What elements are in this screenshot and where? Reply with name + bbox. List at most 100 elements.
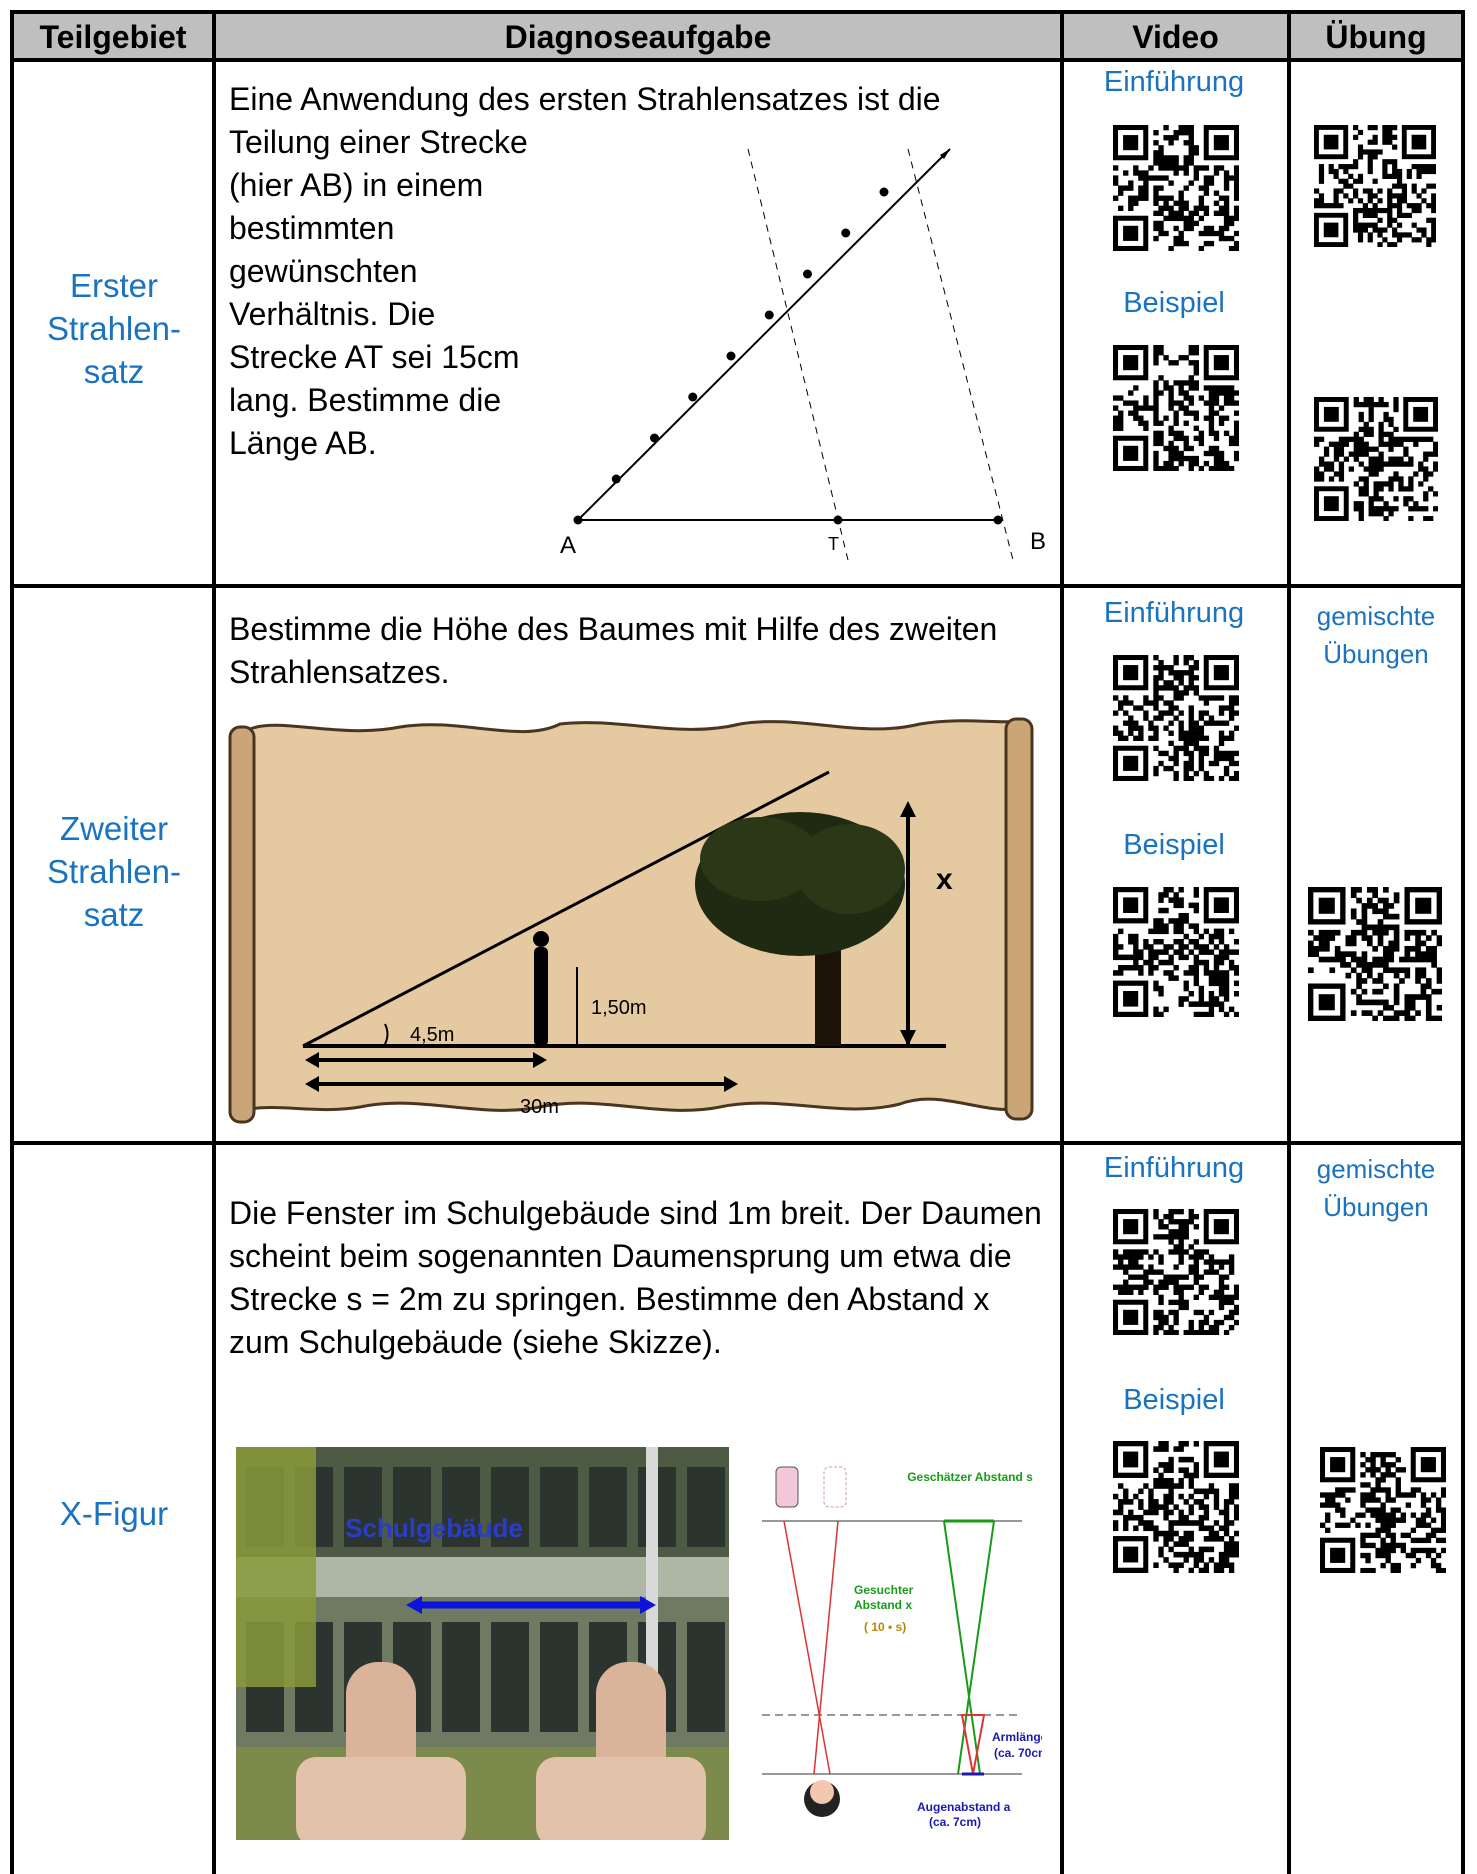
qr-module: [1143, 1249, 1149, 1255]
qr-module: [1353, 431, 1359, 437]
qr-module: [1138, 965, 1144, 971]
qr-module: [1173, 745, 1179, 752]
qr-module: [1361, 924, 1368, 931]
qr-code[interactable]: [1113, 1209, 1239, 1335]
qr-module: [1388, 951, 1395, 957]
qr-module: [1363, 481, 1369, 487]
qr-module: [1366, 935, 1373, 941]
qr-module: [1223, 195, 1230, 201]
qr-module: [1413, 436, 1419, 442]
qr-module: [1178, 1509, 1184, 1516]
qr-code[interactable]: [1314, 125, 1436, 247]
qr-code[interactable]: [1314, 397, 1438, 521]
qr-module: [1233, 1483, 1239, 1489]
qr-module: [1138, 1289, 1144, 1295]
qr-module: [1198, 730, 1205, 736]
video-link[interactable]: Einführung: [1103, 66, 1245, 98]
qr-module: [1138, 405, 1144, 411]
exercise-link[interactable]: gemischte Übungen: [1316, 1154, 1436, 1222]
qr-module: [1158, 949, 1164, 955]
qr-module: [1406, 212, 1412, 219]
qr-module: [1362, 207, 1368, 214]
qr-module: [1348, 466, 1354, 472]
qr-module: [1213, 1488, 1220, 1495]
qr-module: [1123, 1269, 1129, 1275]
qr-module: [1233, 710, 1239, 716]
exercise-link[interactable]: gemischte Übungen: [1316, 601, 1436, 669]
qr-module: [1233, 430, 1239, 437]
qr-module: [1128, 410, 1134, 416]
qr-code[interactable]: [1308, 887, 1442, 1021]
qr-module: [1343, 436, 1350, 442]
qr-module: [1183, 985, 1189, 992]
qr-module: [1377, 935, 1384, 941]
dot: [688, 392, 698, 402]
qr-code[interactable]: [1113, 345, 1239, 471]
qr-module: [1183, 735, 1189, 741]
qr-module: [1143, 180, 1149, 186]
qr-module: [1198, 959, 1205, 966]
qr-module: [1357, 154, 1364, 160]
qr-module: [1168, 918, 1174, 924]
qr-module: [1153, 140, 1159, 146]
qr-module: [1385, 1467, 1391, 1473]
qr-module: [1340, 1487, 1346, 1493]
qr-module: [1188, 949, 1194, 955]
qr-module: [1208, 1309, 1215, 1316]
qr-module: [1218, 1289, 1225, 1295]
qr-code[interactable]: [1113, 1441, 1239, 1573]
qr-finder: [1123, 225, 1139, 241]
qr-module: [1404, 951, 1411, 957]
qr-module: [1366, 972, 1373, 979]
video-link[interactable]: Einführung: [1103, 597, 1245, 629]
qr-module: [1143, 715, 1149, 721]
qr-finder: [1318, 897, 1335, 914]
qr-module: [1353, 159, 1359, 165]
qr-module: [1395, 1492, 1401, 1498]
qr-module: [1223, 1259, 1230, 1265]
qr-module: [1183, 750, 1189, 757]
qr-module: [1233, 939, 1239, 945]
qr-module: [1183, 1234, 1189, 1240]
video-link[interactable]: Einführung: [1103, 1152, 1245, 1184]
qr-code[interactable]: [1113, 655, 1239, 781]
qr-module: [1318, 198, 1325, 204]
qr-module: [1404, 994, 1411, 1000]
qr-module: [1183, 1304, 1189, 1311]
qr-module: [1413, 501, 1419, 507]
qr-module: [1334, 929, 1341, 936]
qr-module: [1380, 1462, 1386, 1468]
qr-code[interactable]: [1113, 887, 1239, 1017]
qr-module: [1387, 203, 1393, 209]
qr-module: [1178, 730, 1184, 736]
qr-module: [1148, 725, 1154, 731]
qr-module: [1338, 441, 1345, 447]
qr-module: [1178, 1001, 1184, 1007]
qr-module: [1163, 1509, 1169, 1516]
video-link[interactable]: Beispiel: [1123, 1384, 1225, 1416]
qr-module: [1163, 949, 1169, 955]
qr-module: [1193, 685, 1199, 691]
qr-module: [1328, 461, 1335, 467]
qr-code[interactable]: [1320, 1447, 1446, 1573]
qr-module: [1233, 1319, 1239, 1326]
qr-finder: [1123, 355, 1139, 371]
qr-module: [1353, 401, 1359, 408]
qr-module: [1223, 205, 1230, 211]
qr-module: [1123, 965, 1129, 971]
qr-module: [1118, 190, 1124, 196]
video-link[interactable]: Beispiel: [1123, 829, 1225, 861]
video-link[interactable]: Beispiel: [1123, 287, 1225, 319]
qr-module: [1163, 685, 1169, 691]
qr-code[interactable]: [1113, 125, 1239, 251]
photo: Schulgebäude: [236, 1447, 729, 1840]
qr-module: [1387, 125, 1393, 131]
qr-module: [1158, 907, 1164, 914]
qr-module: [1173, 1299, 1179, 1306]
qr-module: [1375, 1452, 1381, 1458]
qr-module: [1403, 446, 1409, 452]
qr-module: [1188, 970, 1194, 976]
qr-module: [1178, 1229, 1184, 1235]
qr-module: [1350, 887, 1357, 893]
qr-module: [1385, 1557, 1391, 1564]
